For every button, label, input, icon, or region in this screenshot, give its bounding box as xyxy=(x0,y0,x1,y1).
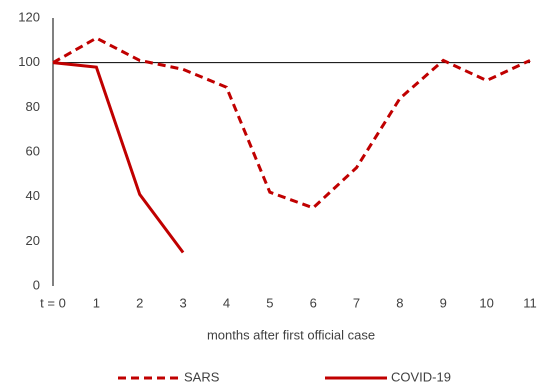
y-tick-label: 0 xyxy=(33,277,40,292)
x-axis-title: months after first official case xyxy=(207,327,375,342)
legend-label: COVID-19 xyxy=(391,369,451,384)
x-tick-label: t = 0 xyxy=(40,295,66,310)
x-tick-label: 2 xyxy=(136,295,143,310)
x-tick-label: 3 xyxy=(179,295,186,310)
x-tick-label: 10 xyxy=(479,295,493,310)
x-tick-label: 11 xyxy=(523,295,537,310)
data-line xyxy=(52,36,531,210)
legend-label: SARS xyxy=(184,369,220,384)
data-line xyxy=(52,61,185,254)
y-tick-label: 120 xyxy=(18,9,40,24)
y-tick-label: 60 xyxy=(26,143,40,158)
x-tick-label: 5 xyxy=(266,295,273,310)
x-tick-label: 4 xyxy=(223,295,230,310)
x-tick-label: 9 xyxy=(440,295,447,310)
y-tick-label: 100 xyxy=(18,54,40,69)
y-tick-label: 80 xyxy=(26,99,40,114)
x-tick-label: 7 xyxy=(353,295,360,310)
x-tick-label: 8 xyxy=(396,295,403,310)
x-tick-label: 1 xyxy=(93,295,100,310)
y-tick-label: 20 xyxy=(26,233,40,248)
x-tick-label: 6 xyxy=(310,295,317,310)
y-tick-label: 40 xyxy=(26,188,40,203)
